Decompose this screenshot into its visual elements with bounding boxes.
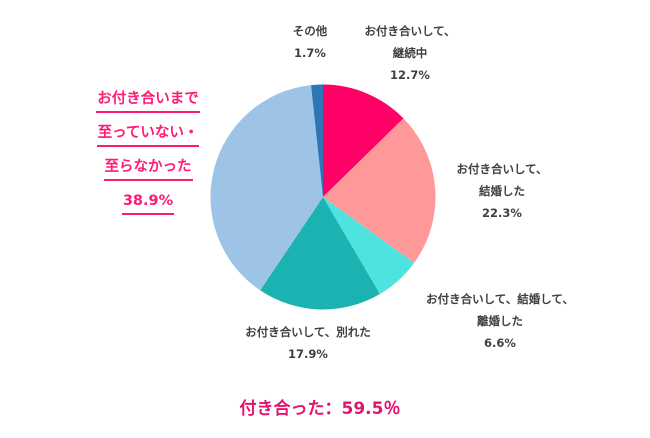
label-divorced-line2: 離婚した [477,314,523,328]
label-married-line1: お付き合いして、 [456,162,548,176]
label-continuing-line2: 継続中 [392,46,428,60]
label-broke-up-value: 17.9% [288,347,328,361]
callout-line3: 至らなかった [103,155,193,181]
label-continuing-value: 12.7% [390,68,430,82]
label-other-name: その他 [292,24,328,38]
label-married-value: 22.3% [482,206,522,220]
label-married: お付き合いして、 結婚した 22.3% [442,158,562,224]
total-dated-annotation: 付き合った：59.5％ [239,399,401,419]
label-other: その他 1.7% [282,20,338,64]
callout-value: 38.9% [121,189,175,215]
pie-slice [323,118,436,263]
pie-slice [210,85,323,291]
pie-slice [323,84,404,197]
label-continuing-line1: お付き合いして、 [364,24,456,38]
pie-slice [311,84,323,197]
label-broke-up-line1: お付き合いして、別れた [245,325,371,339]
callout-line2: 至っていない・ [96,121,200,147]
callout-not-dating: お付き合いまで 至っていない・ 至らなかった 38.9% [72,84,224,220]
label-divorced: お付き合いして、結婚して、 離婚した 6.6% [405,288,595,354]
label-divorced-line1: お付き合いして、結婚して、 [426,292,574,306]
label-broke-up: お付き合いして、別れた 17.9% [228,321,388,365]
pie-slice [260,197,380,310]
label-divorced-value: 6.6% [484,336,516,350]
pie-slice [323,197,415,295]
label-other-value: 1.7% [294,46,326,60]
label-married-line2: 結婚した [479,184,525,198]
callout-line1: お付き合いまで [96,87,200,113]
label-continuing: お付き合いして、 継続中 12.7% [350,20,470,86]
